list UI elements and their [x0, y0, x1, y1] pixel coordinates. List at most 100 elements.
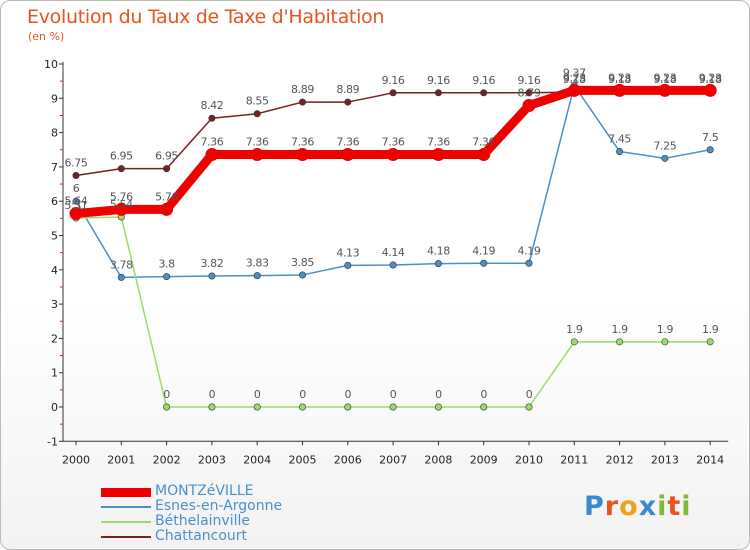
data-label: 3.8	[158, 258, 175, 271]
data-point	[661, 338, 669, 346]
data-label: 0	[480, 388, 487, 401]
y-tick-label: 4	[51, 264, 58, 277]
axes: -1 0 1 2 3 4 5 6 7 8 9 10 2000 2001 2002 2003 2004 2005 20…	[44, 58, 729, 466]
data-label: 6	[73, 182, 80, 195]
line-chart: -1 0 1 2 3 4 5 6 7 8 9 10 2000 2001 2002 2003 2004 2005 20…	[44, 58, 729, 466]
data-point	[208, 403, 216, 411]
legend-swatch	[101, 506, 151, 508]
data-point	[434, 403, 442, 411]
legend-swatch	[101, 487, 151, 497]
data-label: 4.14	[382, 246, 405, 259]
data-label: 0	[390, 388, 397, 401]
data-label: 1.9	[702, 323, 719, 336]
data-point	[344, 98, 352, 106]
data-label: 3.82	[200, 257, 223, 270]
data-point	[389, 261, 397, 269]
series-esnes-en-argonne	[72, 82, 714, 281]
data-label: 4.18	[427, 245, 450, 258]
data-point	[296, 148, 309, 162]
data-point	[117, 273, 125, 281]
data-point	[613, 83, 627, 97]
data-label: 9.23	[653, 71, 676, 84]
series-bethelainville	[72, 213, 714, 411]
x-tick-label: 2013	[651, 453, 679, 466]
data-label: 6.75	[65, 156, 88, 169]
data-point	[253, 403, 261, 411]
y-tick-label: 8	[51, 127, 58, 140]
data-point	[253, 272, 261, 280]
data-point	[703, 83, 717, 97]
data-label: 7.36	[382, 136, 405, 149]
series-layer	[69, 82, 717, 411]
data-point	[706, 146, 714, 154]
y-tick-label: 0	[51, 401, 58, 414]
x-tick-label: 2003	[198, 453, 226, 466]
data-label: 1.9	[657, 323, 674, 336]
data-label: 9.16	[382, 74, 405, 87]
legend-label: MONTZéVILLE	[155, 483, 254, 499]
data-label: 9.37	[563, 67, 586, 80]
data-label: 8.89	[336, 83, 359, 96]
data-point	[570, 338, 578, 346]
data-point	[616, 338, 624, 346]
data-point	[480, 403, 488, 411]
data-point	[298, 98, 306, 106]
data-label: 3.85	[291, 256, 314, 269]
x-tick-label: 2004	[243, 453, 271, 466]
x-tick-label: 2014	[696, 453, 724, 466]
legend-swatch	[101, 521, 151, 523]
data-label: 8.55	[246, 95, 269, 108]
y-tick-label: 1	[51, 367, 58, 380]
data-label: 9.16	[427, 74, 450, 87]
data-point	[163, 403, 171, 411]
data-point	[480, 259, 488, 267]
data-label: 5.54	[110, 198, 133, 211]
legend-label: Chattancourt	[155, 528, 248, 544]
x-tick-label: 2010	[515, 453, 543, 466]
data-point	[389, 403, 397, 411]
data-point	[389, 89, 397, 97]
series-montzeville	[69, 83, 717, 221]
data-label: 8.89	[291, 83, 314, 96]
data-point	[208, 272, 216, 280]
data-label: 5.51	[65, 199, 88, 212]
data-point	[341, 148, 355, 162]
data-label: 4.13	[336, 246, 359, 259]
data-label: 8.42	[200, 99, 223, 112]
data-point	[298, 403, 306, 411]
data-label: 1.9	[611, 323, 628, 336]
data-label: 9.23	[699, 71, 722, 84]
data-label: 5.76	[110, 190, 133, 203]
y-tick-label: 5	[51, 230, 58, 243]
data-point	[658, 83, 672, 97]
data-label: 9.16	[472, 74, 495, 87]
data-label: 7.25	[653, 139, 676, 152]
data-point	[205, 148, 219, 162]
x-tick-label: 2001	[107, 453, 135, 466]
data-label: 9.18	[653, 73, 676, 86]
data-point	[344, 403, 352, 411]
data-label: 6.95	[110, 150, 133, 163]
data-point	[114, 202, 128, 216]
x-tick-label: 2008	[424, 453, 452, 466]
y-tick-label: 6	[51, 195, 58, 208]
data-point	[117, 165, 125, 173]
data-label: 7.36	[246, 136, 269, 149]
x-tick-label: 2006	[334, 453, 362, 466]
data-point	[525, 403, 533, 411]
data-point	[298, 271, 306, 279]
data-labels: 5.64 5.76 5.76 7.36 7.36 7.36 7.36 7.36 7.36 7.36…	[65, 67, 723, 401]
data-label: 7.36	[200, 136, 223, 149]
data-label: 3.78	[110, 258, 133, 271]
data-point	[69, 207, 83, 221]
data-label: 4.19	[518, 244, 541, 257]
data-point	[163, 165, 171, 173]
data-point	[72, 197, 80, 205]
y-tick-label: 3	[51, 298, 58, 311]
data-label: 7.36	[336, 136, 359, 149]
data-point	[431, 148, 445, 162]
data-label: 0	[209, 388, 216, 401]
data-label: 0	[254, 388, 261, 401]
data-label: 0	[526, 388, 533, 401]
